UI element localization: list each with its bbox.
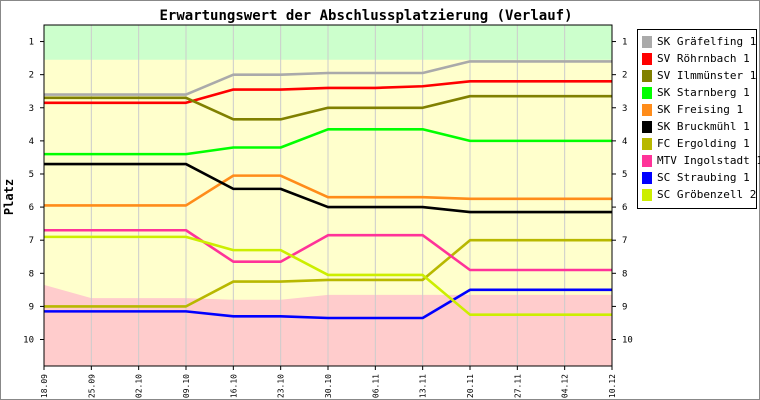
- y-tick-label: 3: [29, 104, 34, 114]
- legend-swatch: [642, 87, 652, 99]
- y-tick-label: 5: [29, 170, 34, 180]
- y-tick-label-right: 1: [622, 38, 627, 48]
- y-tick-label-right: 9: [622, 302, 627, 312]
- x-tick-label: 02.10: [135, 374, 144, 398]
- series-line: [44, 162, 612, 214]
- legend-item: SV Röhrnbach 1: [642, 52, 756, 67]
- x-tick-label: 16.10: [229, 374, 238, 398]
- legend-item: FC Ergolding 1: [642, 137, 756, 152]
- x-tick-label: 18.09: [40, 374, 49, 398]
- y-axis-label: Platz: [2, 179, 16, 215]
- series-line: [44, 228, 612, 272]
- legend-swatch: [642, 70, 652, 82]
- series-layer: [44, 60, 612, 320]
- y-tick-label-right: 6: [622, 203, 627, 213]
- legend-label: SC Straubing 1: [657, 171, 750, 184]
- series-line: [44, 288, 612, 320]
- legend-item: SK Starnberg 1: [642, 86, 756, 101]
- series-line: [44, 238, 612, 308]
- x-tick-label: 09.10: [182, 374, 191, 398]
- legend-label: SC Gröbenzell 2: [657, 188, 757, 201]
- y-tick-label-right: 2: [622, 71, 627, 81]
- y-tick-label: 4: [29, 137, 34, 147]
- x-tick-label: 06.11: [371, 374, 380, 398]
- legend-item: MTV Ingolstadt 1: [642, 154, 760, 169]
- legend-swatch: [642, 155, 652, 167]
- legend-label: SK Gräfelfing 1: [657, 35, 757, 48]
- legend-swatch: [642, 189, 652, 201]
- legend-item: SC Gröbenzell 2: [642, 188, 757, 203]
- x-tick-label: 27.11: [513, 374, 522, 398]
- chart-title: Erwartungswert der Abschlussplatzierung …: [159, 8, 572, 24]
- legend-item: SV Ilmmünster 1: [642, 69, 757, 84]
- legend-swatch: [642, 172, 652, 184]
- y-tick-label: 2: [29, 71, 34, 81]
- legend-label: MTV Ingolstadt 1: [657, 154, 760, 167]
- y-tick-label-right: 4: [622, 137, 627, 147]
- legend-item: SK Bruckmühl 1: [642, 120, 756, 135]
- y-tick-label: 7: [29, 236, 34, 246]
- legend-swatch: [642, 121, 652, 133]
- y-tick-label-right: 3: [622, 104, 627, 114]
- legend-label: SK Freising 1: [657, 103, 744, 116]
- x-tick-label: 10.12: [608, 374, 617, 398]
- legend-swatch: [642, 138, 652, 150]
- legend-swatch: [642, 36, 652, 48]
- x-tick-label: 13.11: [419, 374, 428, 398]
- series-line: [44, 79, 612, 105]
- legend-label: SK Bruckmühl 1: [657, 120, 750, 133]
- legend-label: SK Starnberg 1: [657, 86, 750, 99]
- series-line: [44, 60, 612, 96]
- series-line: [44, 174, 612, 207]
- y-tick-label: 10: [23, 336, 34, 346]
- legend-label: FC Ergolding 1: [657, 137, 750, 150]
- legend-item: SK Freising 1: [642, 103, 756, 118]
- series-line: [44, 127, 612, 156]
- legend-swatch: [642, 53, 652, 65]
- legend-label: SV Ilmmünster 1: [657, 69, 757, 82]
- legend-swatch: [642, 104, 652, 116]
- legend-item: SK Gräfelfing 1: [642, 35, 757, 50]
- y-tick-label: 9: [29, 302, 34, 312]
- x-tick-label: 30.10: [324, 374, 333, 398]
- legend: SK Gräfelfing 1 SV Röhrnbach 1 SV Ilmmünst…: [637, 29, 760, 209]
- x-tick-label: 04.12: [561, 374, 570, 398]
- y-tick-label: 6: [29, 203, 34, 213]
- x-tick-label: 20.11: [466, 374, 475, 398]
- y-tick-label-right: 8: [622, 269, 627, 279]
- y-tick-label: 1: [29, 38, 34, 48]
- series-line: [44, 235, 612, 316]
- y-tick-label: 8: [29, 269, 34, 279]
- x-tick-label: 23.10: [277, 374, 286, 398]
- legend-label: SV Röhrnbach 1: [657, 52, 750, 65]
- x-tick-label: 25.09: [87, 374, 96, 398]
- y-tick-label-right: 10: [622, 336, 633, 346]
- legend-item: SC Straubing 1: [642, 171, 756, 186]
- axis-layer: 1 1 2 2 3 3 4 4 5 5 6 6 7 7 8 8 9 9 10 10 18.09 25.09 02.10 09.…: [23, 24, 633, 398]
- y-tick-label-right: 7: [622, 236, 627, 246]
- y-tick-label-right: 5: [622, 170, 627, 180]
- series-line: [44, 94, 612, 121]
